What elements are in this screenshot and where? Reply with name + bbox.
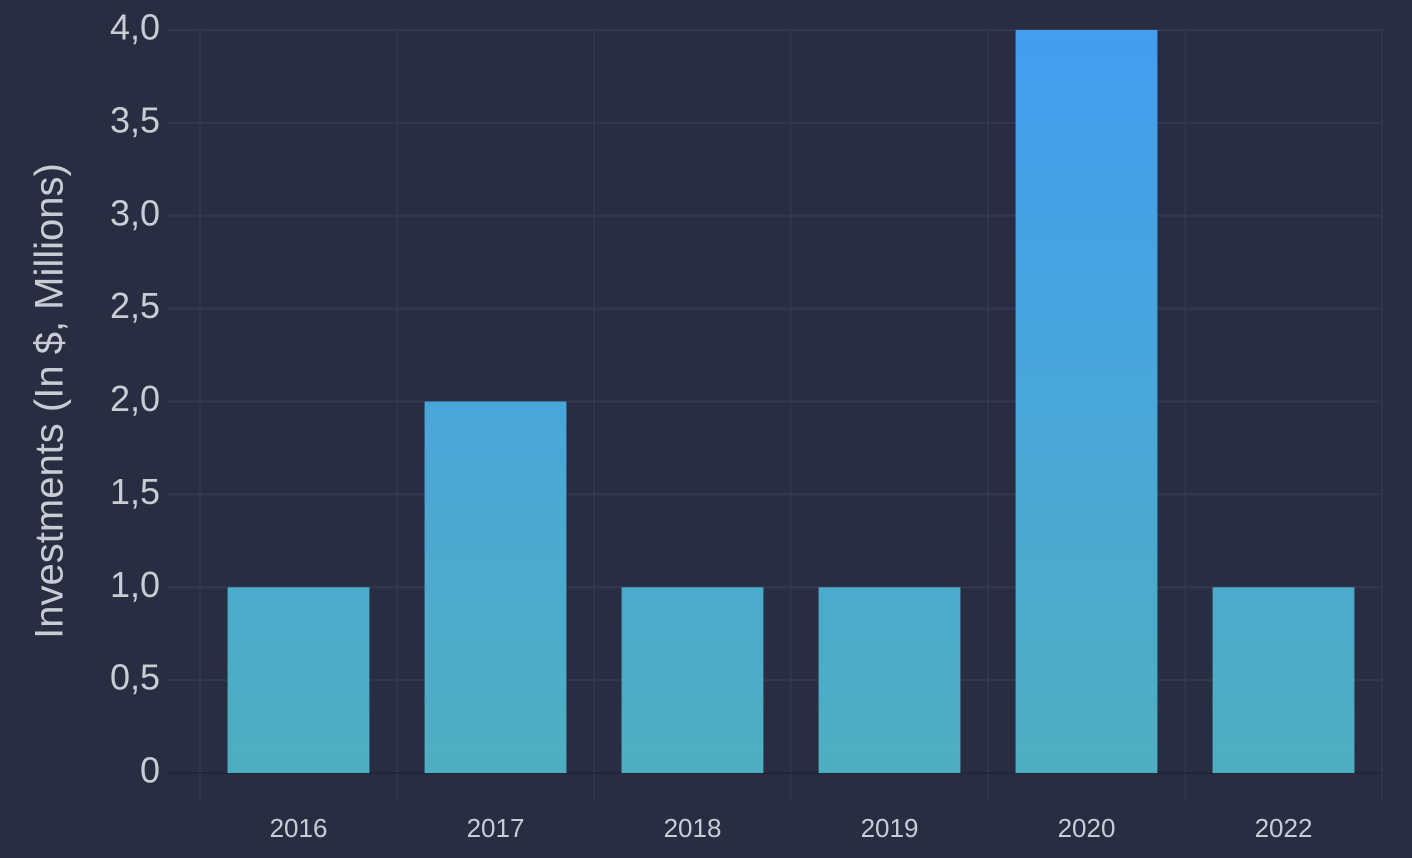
- y-tick-label: 0: [140, 750, 160, 791]
- x-tick-label: 2018: [664, 813, 722, 843]
- bar: [1015, 30, 1158, 773]
- y-tick-label: 2,0: [110, 378, 160, 419]
- y-tick-label: 3,5: [110, 99, 160, 140]
- x-tick-label: 2019: [861, 813, 919, 843]
- y-tick-label: 2,5: [110, 285, 160, 326]
- y-tick-label: 3,0: [110, 192, 160, 233]
- y-tick-label: 1,0: [110, 564, 160, 605]
- y-axis-label: Investments (In $, Millions): [28, 163, 72, 639]
- bar: [424, 401, 567, 773]
- y-tick-label: 0,5: [110, 657, 160, 698]
- y-tick-label: 1,5: [110, 471, 160, 512]
- x-tick-label: 2016: [270, 813, 328, 843]
- x-tick-label: 2017: [467, 813, 525, 843]
- x-tick-label: 2022: [1255, 813, 1313, 843]
- bar: [621, 587, 764, 773]
- bar: [818, 587, 961, 773]
- bar: [227, 587, 370, 773]
- x-tick-label: 2020: [1058, 813, 1116, 843]
- bar: [1212, 587, 1355, 773]
- y-tick-label: 4,0: [110, 7, 160, 48]
